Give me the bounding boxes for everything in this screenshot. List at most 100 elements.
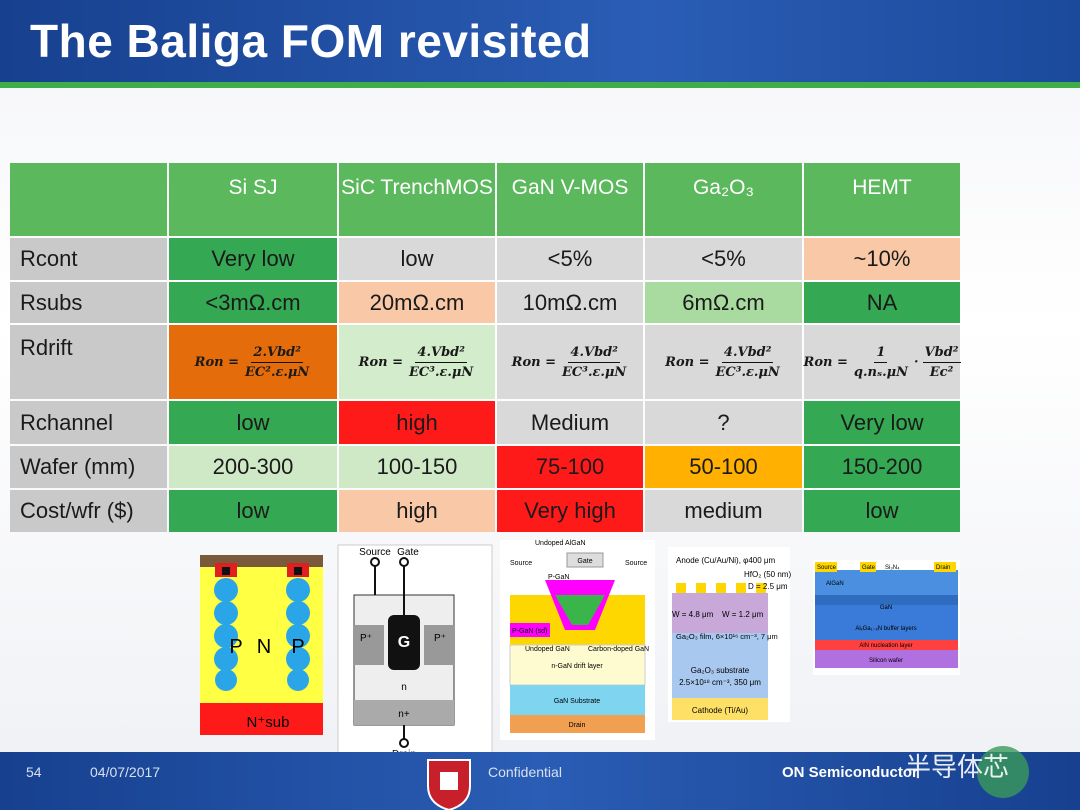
ga2o3-diagram: Anode (Cu/Au/Ni), φ400 μm HfO₂ (50 nm) D… <box>668 547 791 722</box>
diagram-label: W = 4.8 μm <box>672 610 714 619</box>
numerator: 4.Vbd² <box>415 345 467 363</box>
denominator: EC³.ε.μN <box>409 364 474 380</box>
diagram-label: GaN Substrate <box>554 698 600 705</box>
diagram-label: N⁺sub <box>247 714 290 731</box>
hemt-diagram: Source Gate Si₃N₄ Drain AlGaN GaN AlₓGa₁… <box>813 560 960 675</box>
formula-lhs: Ron = <box>194 354 240 370</box>
row-label: Rcont <box>10 238 167 280</box>
slide-title: The Baliga FOM revisited <box>30 15 592 67</box>
diagram-label: Source <box>817 565 837 571</box>
row-label: Rsubs <box>10 282 167 323</box>
formula: Ron = 2.Vbd² EC².ε.μN <box>195 345 312 380</box>
denominator: EC³.ε.μN <box>562 364 627 380</box>
table-cell: 150-200 <box>804 446 960 488</box>
on-logo <box>977 746 1029 798</box>
table-cell: 75-100 <box>497 446 643 488</box>
formula-lhs: Ron = <box>511 354 557 370</box>
column-header: Ga₂O₃ <box>645 163 802 236</box>
diagram-label: 2.5×10¹⁸ cm⁻³, 350 μm <box>679 678 761 687</box>
diagram-label: Gate <box>862 565 876 571</box>
formula-lhs: Ron = <box>358 354 404 370</box>
watermark: 半导体芯 <box>905 752 1010 782</box>
date: 04/07/2017 <box>90 764 161 780</box>
diagram-label: W = 1.2 μm <box>722 610 764 619</box>
column-header: GaN V-MOS <box>497 163 643 236</box>
diagram-label: Gate <box>397 547 419 558</box>
formula-cell: Ron = 2.Vbd² EC².ε.μN <box>169 325 337 399</box>
diagram-label: Source <box>510 560 532 567</box>
denominator: EC³.ε.μN <box>715 364 780 380</box>
denominator: q.nₛ.μN <box>853 364 908 380</box>
numerator: 4.Vbd² <box>721 345 774 363</box>
formula-lhs: Ron = <box>665 354 710 370</box>
footer-bar: 54 04/07/2017 Confidential ON Semiconduc… <box>0 746 1080 810</box>
diagram-label: P <box>291 636 304 658</box>
sic-diagram: Source Gate G P⁺ P⁺ n n+ Drain <box>337 544 493 760</box>
diagram-label: Drain <box>936 565 950 571</box>
table-cell: 100-150 <box>339 446 495 488</box>
formula-lhs: Ron = <box>803 354 848 370</box>
table-cell: low <box>169 490 337 532</box>
formula-cell: Ron = 4.Vbd² EC³.ε.μN <box>497 325 643 399</box>
diagram-label: Undoped AlGaN <box>535 540 586 547</box>
table-cell: ? <box>645 401 802 444</box>
table-cell: low <box>804 490 960 532</box>
table-cell: <5% <box>645 238 802 280</box>
diagram-label: Undoped GaN <box>525 646 570 653</box>
diagram-label: Ga₂O₃ substrate <box>691 666 750 675</box>
diagram-label: N <box>257 636 271 658</box>
fraction: 2.Vbd² EC².ε.μN <box>243 345 311 380</box>
formula: Ron = 4.Vbd² EC³.ε.μN <box>359 345 476 380</box>
table-cell: low <box>339 238 495 280</box>
diagram-label: AlN nucleation layer <box>859 643 912 649</box>
diagram-label: n <box>401 682 407 693</box>
page-number: 54 <box>26 764 42 780</box>
diagram-label: P-GaN <box>548 574 569 581</box>
formula-cell: Ron = 4.Vbd² EC³.ε.μN <box>645 325 802 399</box>
logo-shield <box>427 759 471 810</box>
formula-cell: Ron = 1 q.nₛ.μN · Vbd² Ec² <box>804 325 961 399</box>
diagram-label: Source <box>359 547 391 558</box>
formula: Ron = 1 q.nₛ.μN · Vbd² Ec² <box>804 345 961 380</box>
diagram-label: Si₃N₄ <box>885 565 900 571</box>
table-cell: medium <box>645 490 802 532</box>
row-label: Rdrift <box>10 325 167 399</box>
table-cell: high <box>339 401 495 444</box>
diagram-label: n-GaN drift layer <box>551 663 603 670</box>
diagram-label: Drain <box>569 722 586 729</box>
formula-cell: Ron = 4.Vbd² EC³.ε.μN <box>339 325 495 399</box>
table-cell: Very low <box>804 401 960 444</box>
row-label: Wafer (mm) <box>10 446 167 488</box>
table-cell: low <box>169 401 337 444</box>
table-cell: 6mΩ.cm <box>645 282 802 323</box>
table-cell: <5% <box>497 238 643 280</box>
diagram-label: n+ <box>398 709 410 720</box>
header-cell <box>10 163 167 236</box>
numerator: 4.Vbd² <box>568 345 620 363</box>
column-header: SiC TrenchMOS <box>339 163 495 236</box>
table-cell: ~10% <box>804 238 960 280</box>
diagram-label: P-GaN (sd) <box>512 628 547 635</box>
table-cell: Very high <box>497 490 643 532</box>
diagram-label: HfO₂ (50 nm) <box>744 570 791 579</box>
table-cell: 200-300 <box>169 446 337 488</box>
row-label: Rchannel <box>10 401 167 444</box>
accent-line <box>0 82 1080 88</box>
numerator: 2.Vbd² <box>251 345 303 363</box>
formula-sep: · <box>914 354 919 370</box>
column-header: HEMT <box>804 163 960 236</box>
company: ON Semiconductor <box>782 764 918 781</box>
diagram-label: P <box>229 636 242 658</box>
fraction: 4.Vbd² EC³.ε.μN <box>560 345 628 380</box>
fraction: Vbd² Ec² <box>922 345 961 380</box>
row-label: Cost/wfr ($) <box>10 490 167 532</box>
table-cell: 10mΩ.cm <box>497 282 643 323</box>
table-cell: 50-100 <box>645 446 802 488</box>
fraction: 1 q.nₛ.μN <box>852 345 910 380</box>
diagram-label: Cathode (Ti/Au) <box>692 706 749 715</box>
si-sj-diagram: P N P N⁺sub <box>200 555 323 735</box>
diagram-label: Gate <box>577 558 592 565</box>
formula: Ron = 4.Vbd² EC³.ε.μN <box>665 345 782 380</box>
diagram-label: Source <box>625 560 647 567</box>
diagram-label: G <box>398 634 410 651</box>
